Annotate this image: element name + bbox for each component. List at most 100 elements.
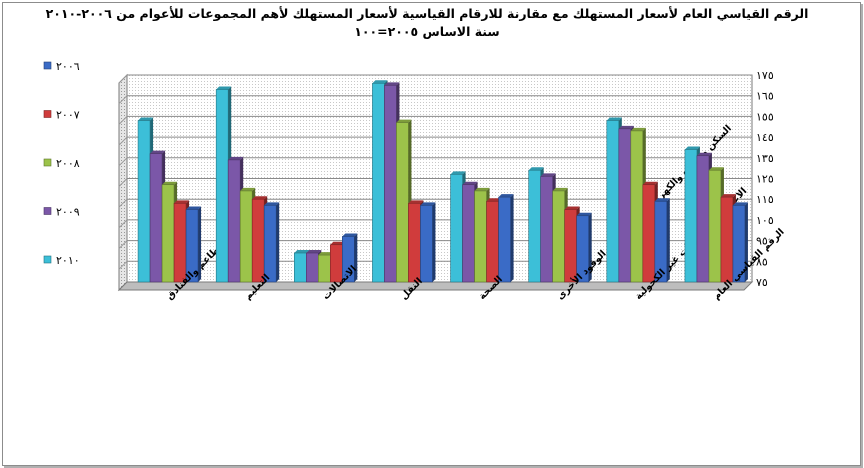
bar-top [150, 150, 166, 154]
bar-2009-7 [696, 155, 710, 283]
bar-2008-1 [239, 190, 253, 283]
bar-top [564, 206, 580, 210]
bar-2006-5 [576, 215, 589, 283]
bar-top [162, 181, 178, 185]
y-tick-label: ١٤٥ [756, 131, 774, 144]
bar-2007-7 [720, 196, 734, 283]
bar-top [720, 194, 736, 198]
bar-top [174, 200, 190, 204]
bar-2010-5 [528, 169, 541, 283]
bar-top [396, 119, 412, 123]
y-tick-label: ١٥٥ [756, 110, 774, 123]
bar-top [606, 117, 622, 121]
gridline-side [118, 95, 128, 105]
bar-top [372, 80, 388, 84]
bar-top [252, 196, 268, 200]
bar-top [264, 202, 280, 206]
bar-top [540, 173, 556, 177]
bar-top [384, 82, 400, 86]
legend-swatch-2007 [43, 110, 52, 118]
y-tick-label: ٩٥ [756, 235, 768, 248]
bar-2009-1 [227, 159, 241, 283]
bar-2006-0 [185, 209, 199, 283]
bar-top [630, 127, 646, 131]
bar-2006-3 [420, 205, 433, 283]
bar-top [654, 198, 670, 202]
bar-top [186, 206, 202, 210]
bar-top [528, 167, 544, 171]
chart-title-line1: الرقم القياسي العام لأسعار المستهلك مع م… [45, 6, 809, 21]
legend-label-2009: ٢٠٠٩ [56, 206, 80, 219]
bar-top [498, 194, 514, 198]
y-tick-label: ١٦٥ [756, 90, 774, 103]
bar-2010-7 [684, 149, 698, 283]
bar-top [618, 125, 634, 129]
bar-2010-1 [215, 89, 229, 283]
bar-2007-0 [173, 203, 187, 283]
bar-2007-1 [251, 198, 265, 283]
bar-2010-3 [372, 82, 385, 283]
bar-side [354, 233, 358, 282]
gridline-side [118, 136, 128, 146]
bar-top [552, 187, 568, 191]
legend-swatch-2008 [43, 158, 52, 167]
bar-top [330, 241, 346, 245]
bar-2009-4 [462, 184, 475, 283]
bar-top [408, 200, 424, 204]
y-tick-label: ٨٥ [756, 255, 768, 268]
bar-top [696, 152, 712, 156]
bar-2007-4 [486, 200, 499, 283]
bar-2008-0 [161, 184, 175, 283]
bar-top [294, 250, 310, 254]
gridline-side [118, 178, 128, 187]
legend-label-2006: ٢٠٠٦ [56, 60, 80, 73]
bar-side [198, 206, 202, 282]
bar-2009-5 [540, 176, 553, 283]
bar-2008-7 [708, 169, 722, 283]
bar-2006-4 [498, 196, 511, 283]
bar-2008-6 [630, 130, 644, 283]
gridline-side [118, 260, 128, 270]
bar-2009-6 [618, 128, 632, 283]
bar-2009-3 [384, 85, 397, 283]
bar-2010-6 [606, 120, 620, 283]
bar-2008-4 [474, 190, 487, 283]
bar-2007-3 [408, 203, 421, 283]
bar-top [708, 167, 724, 171]
bar-top [450, 171, 466, 175]
bar-top [642, 181, 658, 185]
gridline-side [118, 240, 128, 249]
bar-top [474, 187, 490, 191]
bar-top [486, 198, 502, 202]
y-tick-label: ١٣٥ [756, 152, 774, 165]
bar-side [432, 202, 436, 282]
bar-top [684, 146, 700, 150]
bar-top [342, 233, 358, 237]
legend-label-2008: ٢٠٠٨ [56, 157, 80, 170]
y-tick-label: ١٠٥ [756, 214, 774, 227]
bar-2010-4 [450, 174, 463, 283]
legend-swatch-2006 [43, 61, 52, 70]
bar-2009-2 [306, 252, 319, 283]
bar-2010-2 [294, 252, 307, 283]
bar-2006-2 [342, 236, 355, 283]
bar-top [420, 202, 436, 206]
bar-top [240, 187, 256, 191]
bar-side [666, 198, 670, 282]
bar-top [138, 117, 154, 121]
bar-2006-6 [654, 200, 668, 283]
bar-top [216, 86, 232, 90]
bar-side [510, 194, 514, 282]
legend-label-2007: ٢٠٠٧ [56, 109, 80, 122]
bar-top [318, 252, 334, 256]
chart-title-line2: سنة الاساس ٢٠٠٥=١٠٠ [354, 24, 500, 39]
y-tick-label: ١٢٥ [756, 173, 774, 186]
bar-top [306, 250, 322, 254]
bar-top [576, 212, 592, 216]
gridline-side [118, 74, 128, 84]
gridline-side [118, 198, 128, 208]
legend-swatch-2010 [43, 255, 52, 264]
bar-2009-0 [149, 153, 163, 283]
bar-2010-0 [137, 120, 151, 283]
